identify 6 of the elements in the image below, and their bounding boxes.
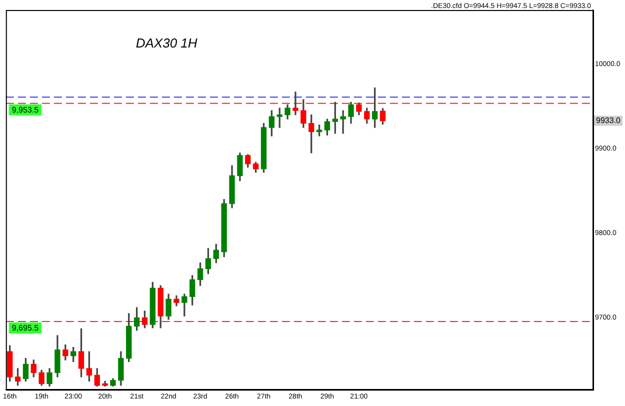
text: DAX30 1H [136, 36, 198, 51]
candlestick [340, 110, 346, 134]
annotation: 9933.0 [596, 116, 622, 125]
ref-line-label: 9,953.5 [12, 106, 40, 115]
candlestick [292, 92, 298, 116]
ref-line-label: 9,695.5 [12, 324, 40, 333]
